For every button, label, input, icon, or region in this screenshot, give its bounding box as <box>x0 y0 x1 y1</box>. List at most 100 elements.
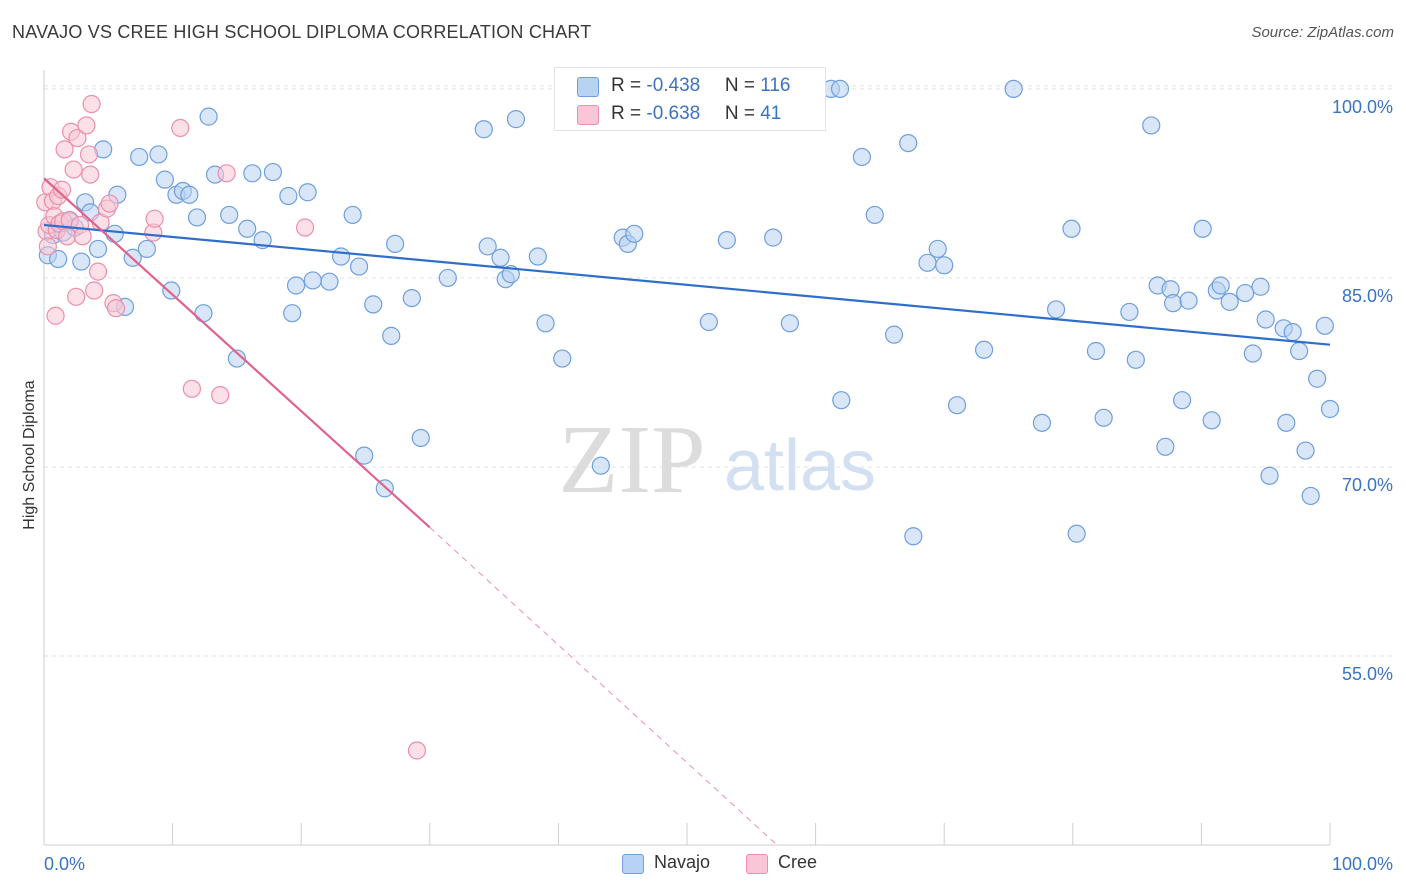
navajo-point <box>220 205 239 225</box>
navajo-point <box>343 205 362 225</box>
navajo-point <box>884 325 904 344</box>
navajo-point <box>149 145 168 164</box>
navajo-point <box>130 147 149 167</box>
navajo-point <box>1179 291 1198 310</box>
navajo-r-label: R = <box>611 75 647 96</box>
navajo-point <box>194 304 213 323</box>
navajo-point <box>199 107 218 126</box>
cree-point <box>64 160 83 179</box>
navajo-point <box>1296 441 1315 460</box>
navajo-point <box>1308 369 1327 388</box>
navajo-n-label: N = <box>724 75 761 96</box>
navajo-legend-swatch <box>622 854 644 874</box>
navajo-point <box>506 110 526 129</box>
cree-point <box>77 116 96 135</box>
cree-point <box>79 145 99 164</box>
navajo-point <box>238 219 257 238</box>
navajo-point <box>764 228 783 247</box>
navajo-point <box>1173 391 1192 410</box>
cree-r-label: R = <box>611 103 647 124</box>
navajo-point <box>1126 350 1145 369</box>
navajo-point <box>1277 413 1296 432</box>
cree-trend-extension <box>429 527 778 846</box>
navajo-point <box>283 304 302 323</box>
navajo-point <box>780 314 799 333</box>
navajo-point <box>852 147 871 167</box>
cree-point <box>217 164 236 183</box>
navajo-point <box>364 295 383 314</box>
navajo-point <box>1251 277 1270 296</box>
cree-point <box>68 128 87 148</box>
cree-trend-line <box>43 177 431 529</box>
navajo-point <box>411 428 430 448</box>
cree-point <box>82 94 101 114</box>
cree-point <box>182 379 201 398</box>
navajo-point <box>591 456 610 475</box>
navajo-point <box>402 288 421 308</box>
navajo-point <box>105 224 124 243</box>
navajo-point <box>536 314 555 333</box>
navajo-point <box>1062 219 1081 238</box>
watermark: ZIP atlas <box>559 406 877 514</box>
navajo-n-value: 116 <box>760 75 791 96</box>
navajo-point <box>382 326 401 345</box>
cree-r-value: -0.638 <box>646 103 701 124</box>
navajo-point <box>832 391 851 410</box>
navajo-point <box>625 224 644 243</box>
cree-point <box>85 281 104 300</box>
cree-n-label: N = <box>724 103 761 124</box>
navajo-point <box>1283 323 1302 342</box>
y-tick-label: 100.0% <box>1332 97 1393 117</box>
navajo-point <box>478 237 497 256</box>
x-tick-label-min: 0.0% <box>44 854 85 874</box>
cree-point <box>55 140 74 159</box>
navajo-point <box>227 349 246 368</box>
cree-point <box>67 287 86 306</box>
navajo-point <box>1301 486 1320 506</box>
navajo-point <box>137 239 156 259</box>
navajo-point <box>243 164 262 183</box>
cree-point <box>38 237 57 256</box>
navajo-point <box>279 186 298 206</box>
navajo-point <box>928 239 947 259</box>
navajo-trend-line <box>43 223 1331 346</box>
navajo-point <box>1156 437 1175 456</box>
navajo-point <box>830 79 850 99</box>
navajo-point <box>180 185 199 204</box>
source-label: Source: ZipAtlas.com <box>1251 24 1394 41</box>
navajo-point <box>162 281 181 300</box>
navajo-point <box>355 446 374 465</box>
tick-labels: 55.0% 70.0% 85.0% 100.0% 0.0% 100.0% <box>44 97 1393 874</box>
navajo-point <box>286 276 306 295</box>
navajo-point <box>72 252 91 271</box>
navajo-point <box>1290 341 1309 361</box>
navajo-point <box>1202 411 1221 430</box>
cree-point <box>81 165 100 184</box>
navajo-point <box>438 268 457 288</box>
chart-title: NAVAJO VS CREE HIGH SCHOOL DIPLOMA CORRE… <box>12 22 592 42</box>
navajo-point <box>1086 341 1106 361</box>
navajo-point <box>528 247 547 266</box>
navajo-point <box>1094 408 1113 427</box>
navajo-point <box>904 527 923 546</box>
cree-point <box>407 741 427 760</box>
y-tick-label: 85.0% <box>1342 286 1393 306</box>
cree-legend-label: Cree <box>778 852 818 872</box>
cree-swatch <box>577 105 599 125</box>
navajo-point <box>1256 310 1275 329</box>
navajo-point <box>1004 79 1023 99</box>
navajo-point <box>155 170 174 189</box>
cree-point <box>211 386 230 405</box>
navajo-point <box>303 271 322 290</box>
navajo-point <box>298 183 317 202</box>
cree-point <box>295 218 315 237</box>
y-tick-label: 70.0% <box>1342 475 1393 495</box>
navajo-point <box>935 256 954 275</box>
cree-point <box>73 227 92 246</box>
navajo-point <box>1236 283 1255 303</box>
navajo-point <box>865 205 884 225</box>
cree-points <box>36 94 427 760</box>
navajo-point <box>1067 524 1086 543</box>
navajo-point <box>717 231 736 250</box>
